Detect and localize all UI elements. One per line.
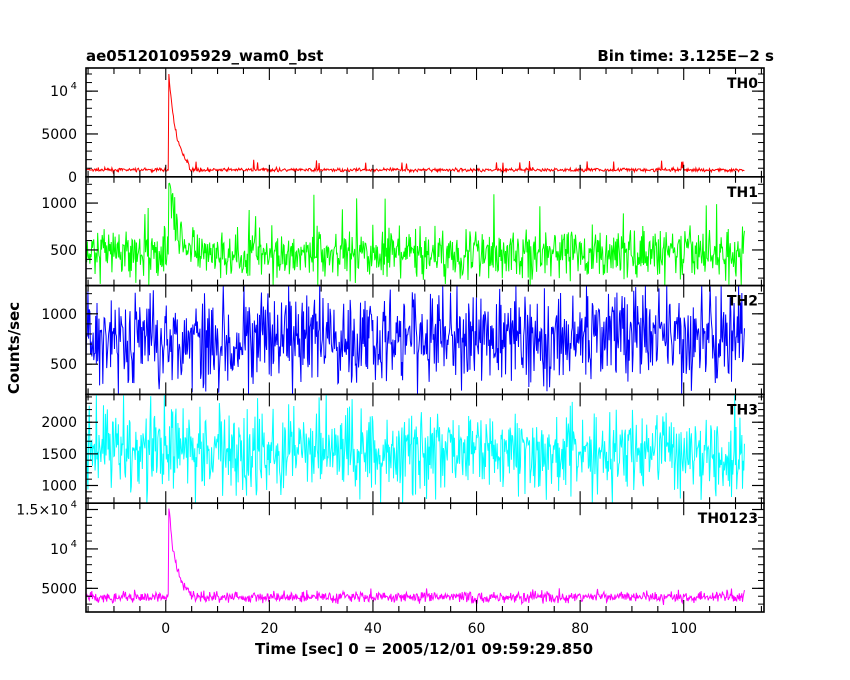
y-tick-label: 1.5×10: [16, 503, 68, 519]
y-tick-label: 0: [68, 170, 77, 186]
y-tick-label: 500: [50, 357, 77, 373]
panel-th0: TH0 0 5000 10 4: [41, 67, 765, 186]
x-axis: 0 20 40 60 80 100: [161, 621, 697, 637]
y-tick-label: 10: [50, 542, 68, 558]
y-tick-label: 1000: [41, 307, 77, 323]
y-tick-label: 5000: [41, 127, 77, 143]
x-tick-label: 100: [670, 621, 697, 637]
y-tick-exponent: 4: [71, 500, 77, 511]
y-tick-exponent: 4: [71, 81, 77, 92]
panel-label: TH0: [727, 76, 758, 92]
panel-th3: TH3 1000 1500 2000: [41, 393, 765, 504]
x-tick-label: 20: [260, 621, 278, 637]
panel-label: TH2: [727, 294, 758, 310]
panel-label: TH1: [727, 185, 758, 201]
y-tick-label: 2000: [41, 415, 77, 431]
x-axis-label: Time [sec] 0 = 2005/12/01 09:59:29.850: [255, 640, 593, 658]
y-tick-label: 1000: [41, 478, 77, 494]
panel-frame: [85, 176, 765, 287]
x-tick-label: 80: [571, 621, 589, 637]
object-name: ae051201095929_wam0_bst: [86, 47, 323, 65]
series-th0: [86, 73, 745, 175]
y-tick-label: 500: [50, 243, 77, 259]
panel-th2: TH2 500 1000: [41, 284, 765, 396]
x-tick-label: 40: [364, 621, 382, 637]
series-th3: [86, 394, 745, 504]
y-tick-exponent: 4: [71, 539, 77, 550]
y-tick-label: 10: [50, 84, 68, 100]
series-th1: [86, 182, 745, 286]
y-tick-label: 1500: [41, 447, 77, 463]
panel-label: TH0123: [698, 511, 758, 527]
panel-th1: TH1 500 1000: [41, 176, 765, 287]
x-tick-label: 0: [161, 621, 170, 637]
x-tick-label: 60: [468, 621, 486, 637]
series-th0123: [86, 508, 745, 606]
series-th2: [86, 285, 745, 395]
y-axis-label: Counts/sec: [5, 302, 23, 394]
bin-time-label: Bin time: 3.125E−2 s: [597, 47, 774, 65]
panel-label: TH3: [727, 402, 758, 418]
y-tick-label: 5000: [41, 581, 77, 597]
y-tick-label: 1000: [41, 196, 77, 212]
